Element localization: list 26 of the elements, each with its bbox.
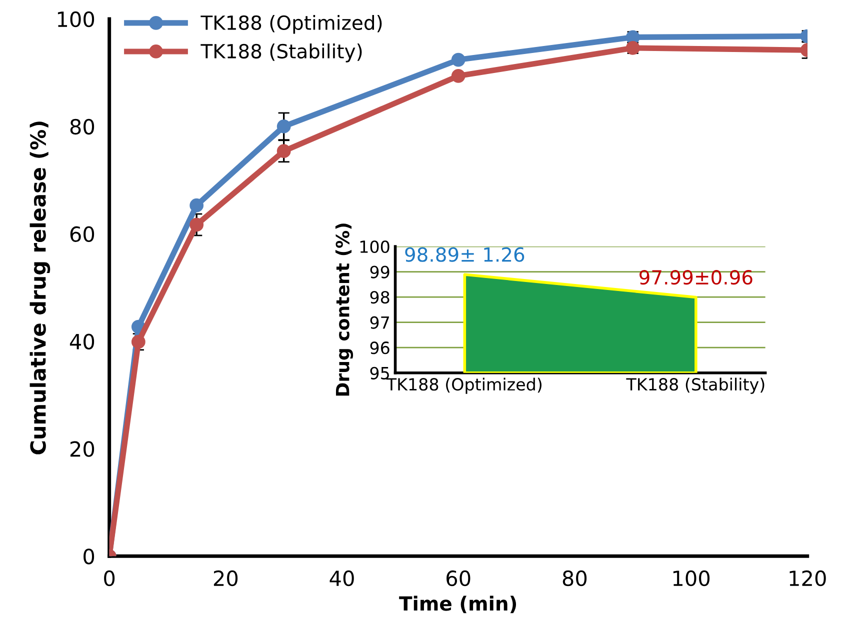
y-tick-label: 98 [370,291,390,304]
y-tick-label: 95 [370,366,389,380]
y-axis-title: Cumulative drug release (%) [30,122,50,454]
x-tick-label: 120 [790,570,826,586]
x-tick-label: 0 [104,570,115,586]
x-tick-label: 100 [673,570,710,586]
x-tick-label: 60 [446,570,470,586]
y-axis-title: Drug content (%) [335,224,354,396]
y-tick-label: 40 [70,334,94,350]
x-tick-label: 80 [562,570,587,586]
data-label: 98.89± 1.26 [405,247,524,262]
y-tick-label: 60 [70,226,94,242]
data-label: 97.99±0.96 [640,270,752,285]
y-tick-label: 96 [370,342,390,354]
y-tick-label: 100 [360,240,390,254]
y-tick-label: 0 [84,548,94,564]
legend-label: TK188 (Stability) [200,44,362,62]
x-axis-title: Time (min) [399,596,516,614]
x-tick-label: 40 [330,570,354,586]
y-tick-label: 97 [370,316,389,329]
legend-label: TK188 (Optimized) [200,14,382,34]
y-tick-label: 99 [370,266,390,278]
x-tick-label: 20 [214,570,238,586]
y-tick-label: 80 [70,118,94,135]
y-tick-label: 20 [70,441,94,457]
y-tick-label: 100 [58,11,94,28]
